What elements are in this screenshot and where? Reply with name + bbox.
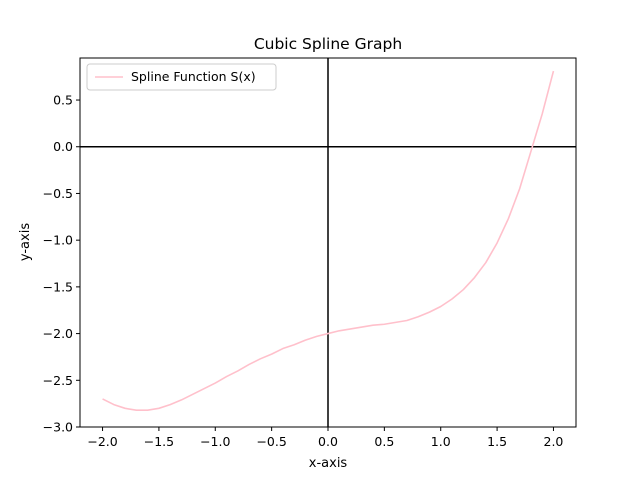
x-tick-label: −0.5 <box>256 434 286 449</box>
y-tick-label: −0.5 <box>43 186 73 201</box>
x-tick-label: 1.5 <box>487 434 507 449</box>
chart-title: Cubic Spline Graph <box>254 35 402 53</box>
x-tick-label: −1.5 <box>144 434 174 449</box>
plot-area <box>79 57 577 428</box>
legend-label: Spline Function S(x) <box>131 69 256 84</box>
y-tick-label: −1.0 <box>43 233 73 248</box>
x-tick-label: 0.0 <box>318 434 338 449</box>
x-axis-label: x-axis <box>309 456 348 471</box>
y-axis: −3.0 −2.5 −2.0 −1.5 −1.0 −0.5 0.0 0.5 <box>43 93 80 435</box>
x-tick-label: 1.0 <box>431 434 451 449</box>
y-axis-label: y-axis <box>18 223 33 261</box>
x-tick-label: 0.5 <box>374 434 394 449</box>
y-tick-label: −2.5 <box>43 373 73 388</box>
x-tick-label: −1.0 <box>200 434 230 449</box>
series-line-0 <box>102 70 555 411</box>
legend: Spline Function S(x) <box>86 63 277 91</box>
series-layer <box>102 70 555 411</box>
reference-lines <box>80 58 576 427</box>
x-axis: −2.0 −1.5 −1.0 −0.5 0.0 0.5 1.0 1.5 2.0 <box>87 427 563 449</box>
y-tick-label: −1.5 <box>43 279 73 294</box>
y-tick-label: 0.5 <box>53 93 73 108</box>
y-tick-label: −2.0 <box>43 326 73 341</box>
x-tick-label: −2.0 <box>87 434 117 449</box>
y-tick-label: −3.0 <box>43 420 73 435</box>
y-tick-label: 0.0 <box>53 139 73 154</box>
x-tick-label: 2.0 <box>544 434 564 449</box>
legend-box <box>86 63 277 91</box>
